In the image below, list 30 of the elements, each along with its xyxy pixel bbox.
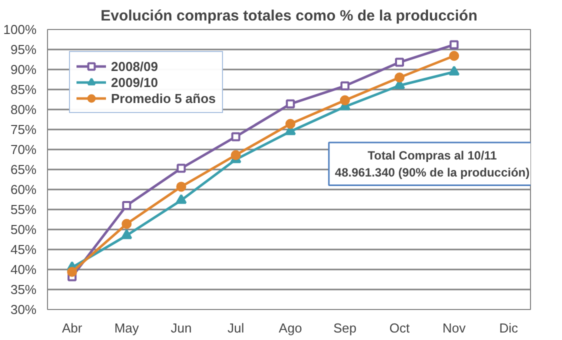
x-tick-label: Dic (499, 320, 519, 336)
x-tick-label: Ago (278, 320, 302, 336)
y-tick-label: 95% (10, 42, 37, 57)
y-tick-label: 45% (10, 242, 37, 257)
y-tick-label: 55% (10, 202, 37, 217)
annotation: 48.961.340 (90% de la producción) (334, 165, 530, 180)
y-tick-label: 30% (10, 302, 37, 317)
y-tick-label: 85% (10, 82, 37, 97)
x-tick-label: Jun (170, 320, 192, 336)
x-tick-label: Jul (227, 320, 244, 336)
x-tick-label: Nov (442, 320, 466, 336)
y-tick-label: 80% (10, 102, 37, 117)
x-tick-label: Sep (333, 320, 357, 336)
annotation: Total Compras al 10/11 (368, 148, 498, 162)
y-tick-label: 65% (10, 162, 37, 177)
legend-label: 2009/10 (111, 74, 158, 90)
y-tick-label: 70% (10, 142, 37, 157)
y-tick-label: 60% (10, 182, 37, 197)
chart-title: Evolución compras totales como % de la producción (100, 8, 478, 24)
y-tick-label: 100% (3, 22, 37, 37)
y-tick-label: 40% (10, 262, 37, 277)
y-tick-label: 35% (10, 282, 37, 297)
x-tick-label: Abr (62, 320, 83, 336)
legend-label: 2008/09 (111, 58, 158, 74)
x-tick-label: Oct (389, 320, 410, 336)
x-tick-label: May (114, 320, 140, 336)
y-tick-label: 75% (10, 122, 37, 137)
y-tick-label: 90% (10, 62, 37, 77)
y-tick-label: 50% (10, 222, 37, 237)
legend-label: Promedio 5 años (111, 90, 216, 106)
